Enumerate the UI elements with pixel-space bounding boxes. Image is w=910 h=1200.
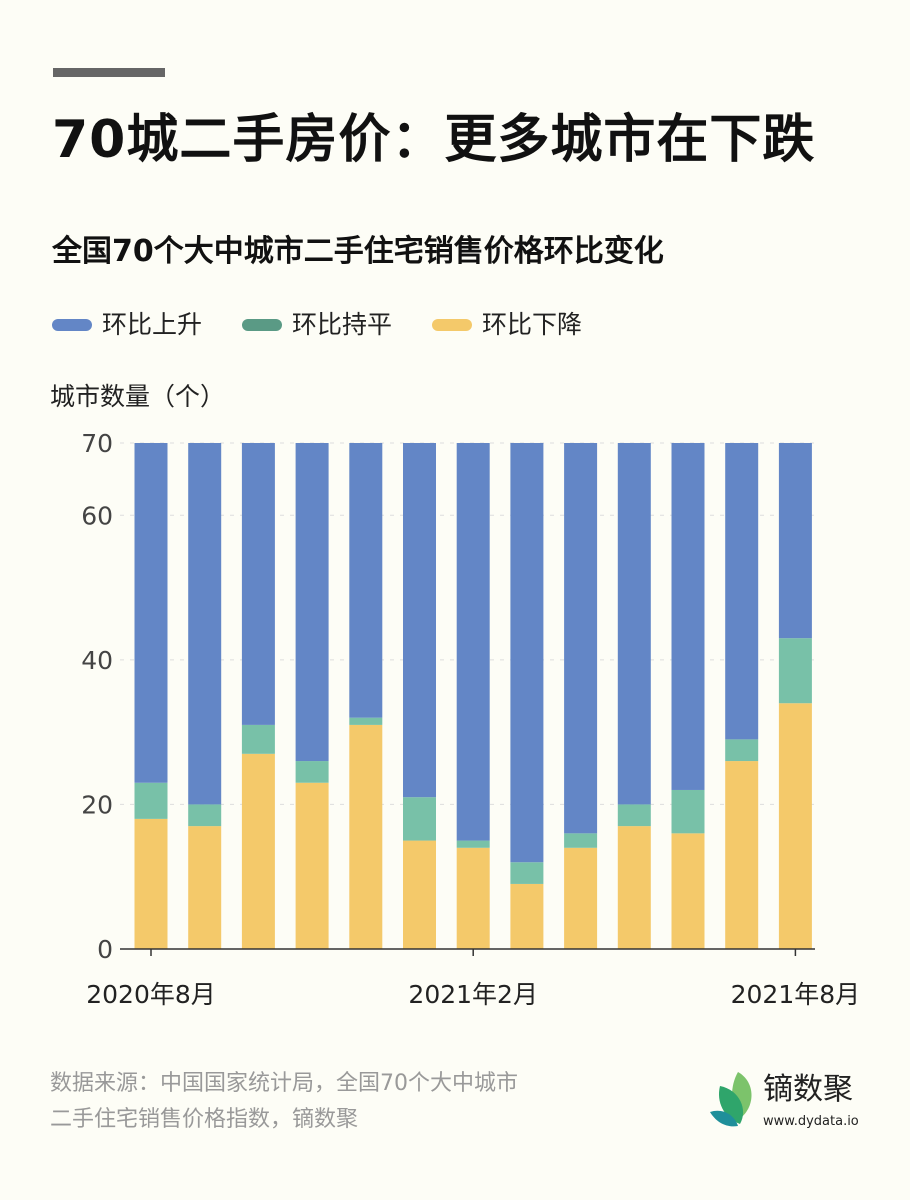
legend-item-flat: 环比持平 xyxy=(242,308,392,342)
y-tick-label: 70 xyxy=(81,429,113,458)
x-tick-label: 2021年2月 xyxy=(408,980,538,1009)
legend-item-decline: 环比下降 xyxy=(432,308,582,342)
bar-segment xyxy=(510,883,544,949)
bar-segment xyxy=(564,833,598,848)
bar-segment xyxy=(671,443,705,790)
bar-segment xyxy=(510,443,544,863)
bar-segment xyxy=(725,739,759,762)
leaf-logo-icon xyxy=(710,1072,752,1127)
source-line: 二手住宅销售价格指数，镝数聚 xyxy=(50,1107,359,1132)
bar-segment xyxy=(456,443,490,841)
y-tick-label: 20 xyxy=(81,790,113,819)
bar-segment xyxy=(456,847,490,949)
bar-segment xyxy=(403,443,436,798)
bar-segment xyxy=(241,443,275,725)
page-title: 70城二手房价：更多城市在下跌 xyxy=(52,110,816,170)
legend-label: 环比上升 xyxy=(102,310,203,339)
bar-segment xyxy=(241,753,275,949)
bar-segment xyxy=(188,443,222,805)
bar-segment xyxy=(188,804,222,827)
bar-segment xyxy=(671,789,705,834)
legend-swatch xyxy=(52,319,92,331)
decorative-bar xyxy=(53,68,165,77)
bar-chart: 0 20 40 60 70 2020年8月 2021年2月 2021年8月 xyxy=(81,429,861,1009)
legend-label: 环比下降 xyxy=(482,310,583,339)
y-axis-label: 城市数量（个） xyxy=(50,382,226,411)
bar-segment xyxy=(134,818,168,949)
bar-segment xyxy=(403,840,436,949)
bar-segment xyxy=(725,443,759,740)
bar-segment xyxy=(134,443,168,783)
y-tick-label: 60 xyxy=(81,501,113,530)
bar-segment xyxy=(295,782,329,949)
bar-segment xyxy=(564,443,598,834)
bar-segment xyxy=(617,804,651,827)
bar-segment xyxy=(349,443,383,718)
logo-url: www.dydata.io xyxy=(763,1114,859,1129)
bar-segment xyxy=(778,638,812,704)
bar-segment xyxy=(349,717,383,725)
logo: 镝数聚 www.dydata.io xyxy=(708,1068,878,1138)
legend: 环比上升 环比持平 环比下降 xyxy=(52,308,582,342)
bar-segment xyxy=(403,797,436,841)
source-note: 数据来源：中国国家统计局，全国70个大中城市 二手住宅销售价格指数，镝数聚 xyxy=(50,1066,670,1138)
bar-segment xyxy=(456,840,490,848)
legend-item-rise: 环比上升 xyxy=(52,308,202,342)
bar-segment xyxy=(778,443,812,639)
bar-segment xyxy=(349,724,383,949)
y-tick-label: 40 xyxy=(81,646,113,675)
bar-segment xyxy=(295,761,329,783)
bar-segment xyxy=(617,826,651,949)
bar-segment xyxy=(671,833,705,949)
bar-segment xyxy=(295,443,329,762)
bar-segment xyxy=(241,724,275,754)
y-tick-label: 0 xyxy=(97,935,113,964)
x-tick-label: 2021年8月 xyxy=(731,980,861,1009)
legend-label: 环比持平 xyxy=(292,310,393,339)
bar-segment xyxy=(510,862,544,884)
source-line: 数据来源：中国国家统计局，全国70个大中城市 xyxy=(50,1071,518,1096)
chart-title: 全国70个大中城市二手住宅销售价格环比变化 xyxy=(52,234,664,269)
legend-swatch xyxy=(242,319,283,331)
bar-segment xyxy=(564,847,598,949)
bar-segment xyxy=(617,443,651,805)
bar-segment xyxy=(778,703,812,949)
bar-segment xyxy=(188,826,222,949)
logo-text: 镝数聚 xyxy=(763,1072,853,1107)
legend-swatch xyxy=(432,319,473,331)
bar-segment xyxy=(134,782,168,819)
bar-segment xyxy=(725,761,759,949)
x-tick-label: 2020年8月 xyxy=(86,980,216,1009)
